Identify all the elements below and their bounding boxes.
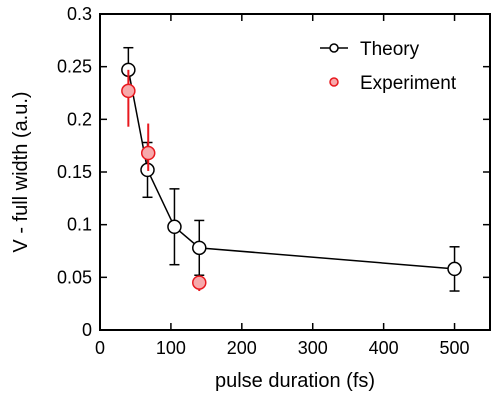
plot-frame xyxy=(99,13,491,331)
experiment-point xyxy=(140,145,156,161)
y-tick-label: 0.2 xyxy=(67,109,92,129)
axis-ticks xyxy=(99,13,490,331)
experiment-point xyxy=(121,83,136,99)
x-tick-label: 500 xyxy=(440,338,470,358)
x-tick-label: 300 xyxy=(298,338,328,358)
y-axis-label: V - full width (a.u.) xyxy=(10,91,32,252)
legend-experiment-label: Experiment xyxy=(360,73,457,94)
theory-point xyxy=(447,261,462,277)
x-tick-label: 100 xyxy=(156,338,186,358)
y-tick-label: 0.15 xyxy=(57,162,92,182)
experiment-point xyxy=(192,275,207,290)
y-tick-label: 0.1 xyxy=(67,215,92,235)
theory-line xyxy=(127,69,455,270)
legend-theory-label: Theory xyxy=(360,39,420,60)
x-tick-label: 400 xyxy=(369,338,399,358)
x-axis-label: pulse duration (fs) xyxy=(215,370,375,392)
x-tick-label: 0 xyxy=(95,338,105,358)
axis-tick-labels: 0 100 200 300 400 500 0 0.05 0.1 0.15 0.2 0.25 0.3 xyxy=(57,4,470,358)
y-tick-label: 0.25 xyxy=(57,57,92,77)
theory-point xyxy=(192,240,207,256)
legend-experiment-marker xyxy=(329,77,339,87)
series-layer xyxy=(121,46,462,292)
x-tick-label: 200 xyxy=(227,338,257,358)
theory-point xyxy=(167,219,182,235)
legend-theory-marker xyxy=(329,43,339,53)
y-tick-label: 0 xyxy=(82,320,92,340)
y-tick-label: 0.3 xyxy=(67,4,92,24)
y-tick-label: 0.05 xyxy=(57,267,92,287)
legend: Theory Experiment xyxy=(320,39,457,94)
